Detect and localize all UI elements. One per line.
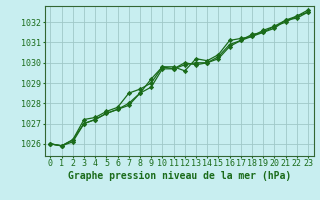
X-axis label: Graphe pression niveau de la mer (hPa): Graphe pression niveau de la mer (hPa) <box>68 171 291 181</box>
